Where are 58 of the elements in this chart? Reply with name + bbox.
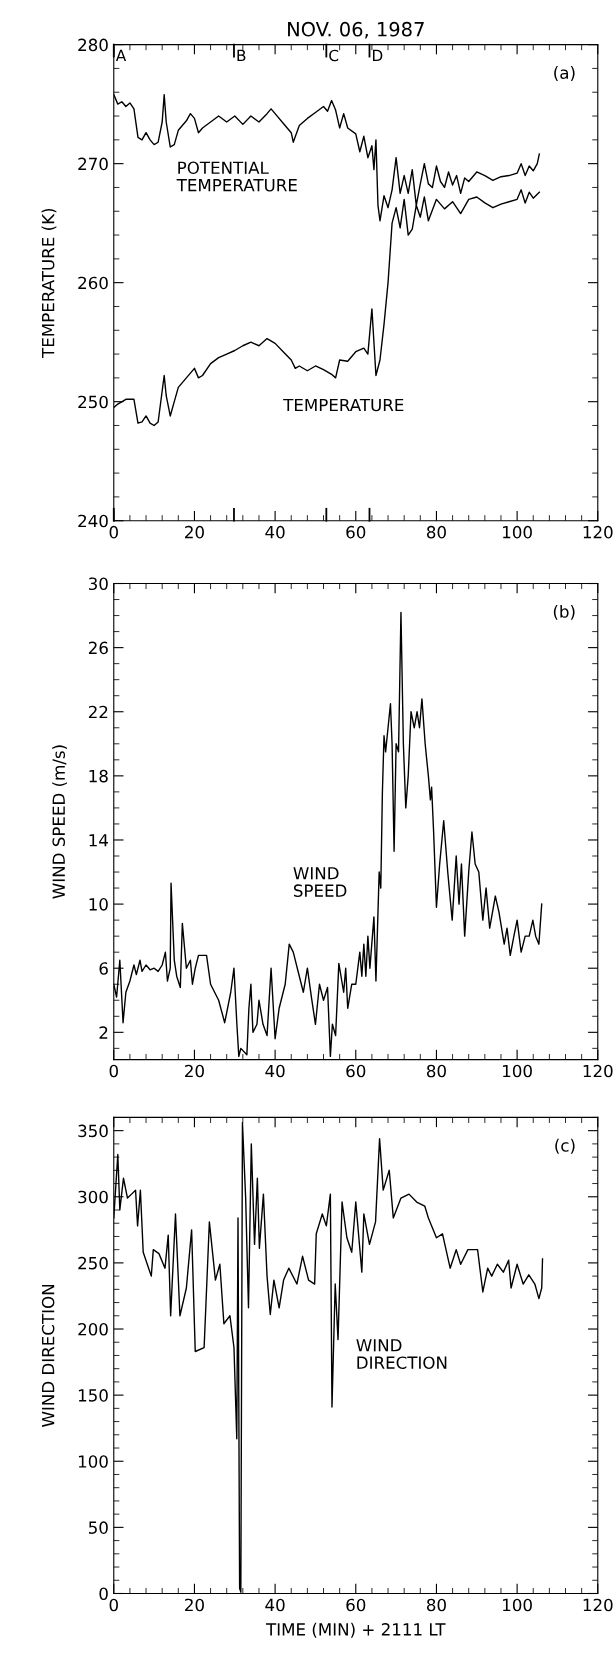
series-label: WIND SPEED bbox=[293, 867, 347, 897]
x-tick-label: 20 bbox=[185, 1064, 204, 1078]
x-axis-title: TIME (MIN) + 2111 LT bbox=[265, 1622, 446, 1638]
x-tick-label: 0 bbox=[109, 1064, 118, 1078]
ref-line-label: B bbox=[237, 49, 246, 61]
ref-line-label: A bbox=[115, 49, 127, 61]
y-axis-title: WIND DIRECTION bbox=[41, 1285, 55, 1427]
y-tick-label: 2 bbox=[99, 1026, 108, 1039]
y-tick-label: 350 bbox=[78, 1124, 108, 1138]
x-tick-label: 80 bbox=[426, 1598, 446, 1612]
x-tick-label: 20 bbox=[185, 525, 204, 539]
y-tick-label: 150 bbox=[78, 1389, 108, 1402]
y-tick-label: 240 bbox=[78, 514, 108, 528]
y-axis-title: TEMPERATURE (K) bbox=[41, 208, 57, 358]
annotation: (a) bbox=[554, 66, 575, 81]
x-tick-label: 60 bbox=[346, 1064, 366, 1078]
annotation: (c) bbox=[555, 1138, 575, 1154]
y-tick-label: 280 bbox=[78, 38, 108, 52]
series-label: TEMPERATURE bbox=[283, 398, 404, 412]
y-tick-label: 270 bbox=[78, 157, 108, 171]
y-tick-label: 6 bbox=[99, 962, 108, 975]
ref-line-label: D bbox=[373, 49, 383, 61]
y-tick-label: 50 bbox=[88, 1521, 108, 1534]
x-tick-label: 60 bbox=[346, 1598, 366, 1612]
x-tick-label: 100 bbox=[503, 1598, 532, 1612]
x-tick-label: 20 bbox=[185, 1598, 204, 1612]
y-tick-label: 18 bbox=[89, 769, 108, 783]
x-tick-label: 120 bbox=[583, 525, 613, 539]
series-label: POTENTIAL TEMPERATURE bbox=[176, 161, 297, 192]
y-tick-label: 250 bbox=[78, 1256, 108, 1270]
y-tick-label: 300 bbox=[78, 1190, 108, 1204]
y-tick-label: 30 bbox=[88, 577, 108, 591]
y-tick-label: 10 bbox=[89, 898, 108, 911]
y-tick-label: 26 bbox=[88, 641, 108, 655]
x-tick-label: 0 bbox=[109, 525, 118, 539]
y-tick-label: 250 bbox=[78, 395, 108, 409]
y-tick-label: 0 bbox=[99, 1587, 108, 1601]
y-tick-label: 200 bbox=[78, 1322, 108, 1336]
y-tick-label: 100 bbox=[78, 1455, 108, 1468]
x-tick-label: 40 bbox=[265, 525, 285, 539]
x-tick-label: 40 bbox=[265, 1598, 285, 1612]
x-tick-label: 60 bbox=[346, 525, 366, 539]
x-tick-label: 0 bbox=[109, 1598, 118, 1612]
x-tick-label: 100 bbox=[503, 525, 532, 539]
x-tick-label: 40 bbox=[265, 1064, 285, 1078]
x-tick-label: 80 bbox=[426, 1064, 446, 1078]
x-tick-label: 100 bbox=[503, 1064, 532, 1078]
chart-title: NOV. 06, 1987 bbox=[288, 21, 424, 39]
annotation: (b) bbox=[553, 604, 575, 620]
x-tick-label: 120 bbox=[583, 1064, 613, 1078]
y-tick-label: 260 bbox=[78, 276, 108, 290]
ref-line-label: C bbox=[329, 49, 339, 62]
x-tick-label: 120 bbox=[583, 1598, 613, 1612]
y-axis-title: WIND SPEED (m/s) bbox=[52, 745, 67, 899]
y-tick-label: 14 bbox=[89, 834, 108, 847]
y-tick-label: 22 bbox=[88, 705, 108, 719]
x-tick-label: 80 bbox=[426, 525, 446, 539]
series-label: WIND DIRECTION bbox=[356, 1339, 447, 1369]
